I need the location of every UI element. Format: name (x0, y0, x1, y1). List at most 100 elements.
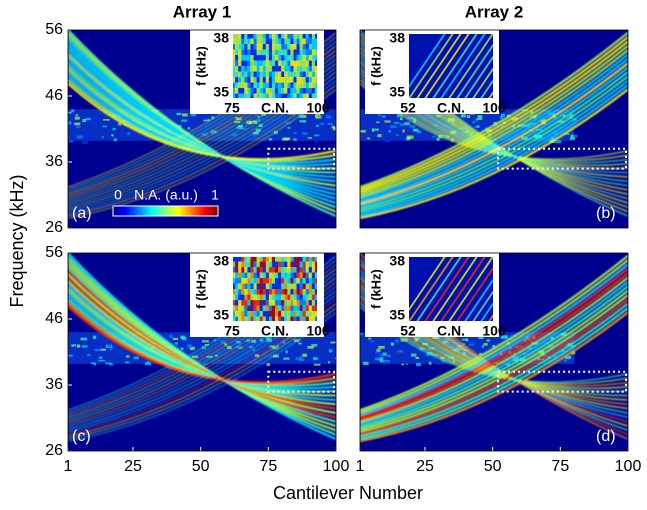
inset-cell (259, 278, 264, 284)
speckle (401, 363, 405, 366)
inset-cell (265, 88, 270, 94)
inset-cell (235, 55, 239, 61)
speckle (307, 346, 314, 349)
spectrum-line (360, 285, 628, 428)
inset-cell (268, 311, 273, 317)
inset-cell (247, 272, 251, 279)
inset-cell (253, 44, 258, 50)
speckle (203, 119, 211, 122)
speckle (461, 338, 469, 341)
speckle (508, 350, 512, 354)
speckle (496, 109, 503, 113)
inset-cell (238, 311, 242, 317)
inset-cell (241, 272, 245, 279)
inset-heatmap (408, 256, 494, 322)
inset-cell (302, 77, 307, 83)
inset-y-label: f (kHz) (193, 269, 208, 309)
inset-cell (232, 316, 236, 322)
inset-cell (271, 49, 276, 56)
inset-cell (265, 93, 270, 99)
inset-cell (290, 77, 294, 83)
inset-cell (299, 49, 304, 56)
inset-cell (293, 82, 297, 89)
inset-cell (238, 305, 242, 312)
inset-cell (241, 77, 245, 83)
inset-cell (259, 311, 264, 317)
inset-cell (241, 283, 245, 290)
speckle (285, 350, 288, 354)
inset-cell (311, 49, 316, 56)
inset-cell (305, 77, 310, 83)
speckle (176, 112, 182, 115)
inset-cell (293, 49, 297, 56)
inset-cell (311, 33, 316, 39)
colorbar-label: N.A. (a.u.) (134, 187, 198, 203)
panel-label: (d) (596, 428, 616, 445)
inset-cell (308, 316, 313, 322)
speckle (307, 137, 313, 139)
inset-cell (275, 261, 279, 268)
inset-cell (302, 88, 307, 94)
speckle (530, 110, 534, 114)
speckle (369, 340, 375, 343)
inset-cell (308, 71, 313, 78)
inset-cell (290, 289, 294, 295)
inset-cell (311, 44, 316, 50)
speckle (224, 343, 227, 346)
inset-cell (253, 289, 258, 295)
inset-cell (232, 272, 236, 279)
inset-cell (314, 300, 318, 306)
speckle (314, 140, 318, 144)
speckle (466, 115, 471, 118)
inset-streak (415, 256, 463, 322)
inset-cell (284, 44, 288, 50)
inset-cell (287, 300, 291, 306)
inset-cell (247, 294, 251, 301)
inset-cell (305, 267, 310, 273)
inset-cell (235, 311, 239, 317)
inset-cell (293, 311, 297, 317)
inset-cell (250, 300, 254, 306)
speckle (500, 116, 504, 119)
inset-cell (244, 60, 248, 67)
inset-cell (284, 316, 288, 322)
inset-cell (247, 82, 251, 89)
speckle (397, 114, 403, 118)
speckle (272, 346, 278, 350)
inset-cell (293, 71, 297, 78)
inset-cell (284, 38, 288, 45)
inset-cell (281, 71, 285, 78)
highlight-box (497, 147, 627, 170)
inset-streak (408, 33, 447, 90)
inset-cell (275, 88, 279, 94)
inset-cell (278, 311, 282, 317)
inset-x-label: C.N. (437, 100, 465, 116)
inset-cell (281, 300, 285, 306)
inset-cell (284, 261, 288, 268)
inset-cell (287, 278, 291, 284)
inset-cell (305, 261, 310, 268)
speckle (573, 134, 578, 138)
inset-cell (235, 49, 239, 56)
inset-cell (247, 44, 251, 50)
inset-cell (268, 294, 273, 301)
speckle (314, 357, 319, 361)
inset-cell (262, 278, 267, 284)
inset-cell (314, 55, 318, 61)
speckle (87, 353, 91, 357)
inset-cell (287, 289, 291, 295)
speckle (481, 344, 484, 348)
inset-cell (253, 33, 258, 39)
inset-cell (256, 283, 261, 290)
inset-cell (308, 33, 313, 39)
speckle (186, 344, 192, 348)
inset-cell (293, 55, 297, 61)
inset-cell (278, 261, 282, 268)
inset-cell (244, 305, 248, 312)
inset-cell (284, 66, 288, 72)
spectrum-line (360, 58, 628, 203)
inset-cell (235, 60, 239, 67)
inset-cell (314, 60, 318, 67)
spectrum-line (360, 71, 628, 210)
